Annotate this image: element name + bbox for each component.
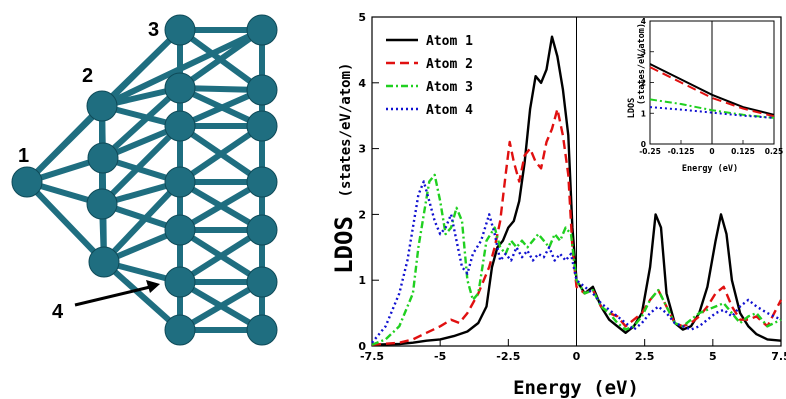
atom-sphere: [164, 14, 196, 46]
atom-sphere: [246, 74, 278, 106]
inset-x-tick-label: 0: [709, 147, 714, 156]
inset-chart-axes: -0.25 -0.125 0 0.125 0.25 0 1 2 3 4: [639, 17, 783, 156]
y-tick-label: 0: [358, 340, 366, 353]
atom-label-1: 1: [18, 145, 29, 167]
bond: [99, 103, 107, 265]
legend-label-atom-3: Atom 3: [426, 80, 473, 95]
atom-sphere: [246, 266, 278, 298]
inset-y-axis-label: LDOS: [627, 98, 637, 118]
inset-x-tick-label: -0.125: [668, 147, 695, 156]
x-tick-label: 2.5: [635, 350, 655, 363]
bond: [177, 279, 265, 333]
bond: [100, 85, 183, 161]
main-chart-axes: -7.5 -5 -2.5 0 2.5 5 7.5 0 1 2 3 4 5: [358, 11, 786, 363]
main-chart-series: [371, 35, 783, 346]
y-axis-title-group: LDOS (states/eV/atom): [330, 63, 358, 274]
inset-series-line-atom-4: [649, 106, 775, 119]
bond: [99, 27, 265, 109]
inset-y-tick-label: 1: [641, 109, 646, 118]
atom-sphere: [246, 214, 278, 246]
atom-label-2: 2: [82, 65, 93, 87]
chart-legend: Atom 1 Atom 2 Atom 3 Atom 4: [386, 34, 473, 118]
series-line-atom-2: [371, 107, 783, 346]
inset-y-axis-label-units: (states/eV/atom): [637, 23, 647, 105]
atom-label-4: 4: [52, 301, 64, 323]
inset-x-axis-label: Energy (eV): [682, 164, 738, 174]
x-tick-label: 0: [573, 350, 581, 363]
atom-4-arrow: [74, 280, 160, 307]
bond: [99, 123, 183, 207]
atom-sphere: [11, 166, 43, 198]
bond: [24, 179, 107, 265]
atom-sphere: [164, 166, 196, 198]
bond: [177, 123, 265, 185]
atom-sphere: [87, 142, 119, 174]
inset-x-tick-label: 0.25: [765, 147, 784, 156]
inset-y-tick-label: 4: [641, 17, 646, 26]
inset-y-axis-title-group: LDOS (states/eV/atom): [627, 23, 647, 118]
inset-background: [620, 21, 774, 144]
x-tick-label: -2.5: [496, 350, 520, 363]
y-tick-label: 3: [358, 143, 366, 156]
atom-sphere: [86, 188, 118, 220]
legend-label-atom-2: Atom 2: [426, 57, 473, 72]
inset-series-line-atom-3: [649, 98, 775, 119]
bond: [101, 259, 183, 333]
atom-sphere: [246, 314, 278, 346]
bond: [177, 227, 265, 285]
bond: [177, 179, 265, 233]
bond-network: [24, 27, 265, 333]
atom-sphere: [164, 314, 196, 346]
x-tick-label: 5: [709, 350, 717, 363]
x-tick-label: 7.5: [771, 350, 786, 363]
atom-sphere: [246, 14, 278, 46]
atomic-structure-figure: 1 2 3 4: [11, 14, 278, 346]
atom-set: [11, 14, 278, 346]
series-line-atom-1: [371, 35, 782, 346]
series-line-atom-4: [371, 180, 782, 344]
atom-sphere: [246, 110, 278, 142]
inset-x-tick-label: -0.25: [639, 147, 661, 156]
atom-sphere: [164, 266, 196, 298]
atom-sphere: [164, 110, 196, 142]
inset-series-line-atom-2: [649, 66, 775, 118]
atom-label-3: 3: [148, 19, 159, 41]
inset-y-tick-label: 3: [641, 48, 646, 57]
y-tick-label: 2: [358, 208, 366, 221]
bond: [101, 179, 183, 265]
y-axis-label: LDOS: [330, 216, 358, 274]
inset-x-tick-label: 0.125: [731, 147, 755, 156]
x-tick-label: -5: [434, 350, 446, 363]
y-tick-label: 1: [358, 274, 366, 287]
legend-label-atom-4: Atom 4: [426, 103, 473, 118]
inset-y-tick-label: 2: [641, 79, 646, 88]
atom-sphere: [246, 166, 278, 198]
y-tick-label: 4: [358, 77, 366, 90]
y-tick-label: 5: [358, 11, 366, 24]
atom-sphere: [164, 214, 196, 246]
inset-series-line-atom-1: [649, 63, 775, 116]
atom-sphere: [88, 246, 120, 278]
inset-y-tick-label: 0: [641, 140, 646, 149]
x-tick-label: -7.5: [360, 350, 384, 363]
inset-chart-series: [649, 63, 775, 119]
atom-sphere: [86, 90, 118, 122]
atom-sphere: [164, 72, 196, 104]
legend-label-atom-1: Atom 1: [426, 34, 473, 49]
x-axis-label: Energy (eV): [513, 377, 639, 399]
y-axis-label-units: (states/eV/atom): [338, 63, 354, 198]
